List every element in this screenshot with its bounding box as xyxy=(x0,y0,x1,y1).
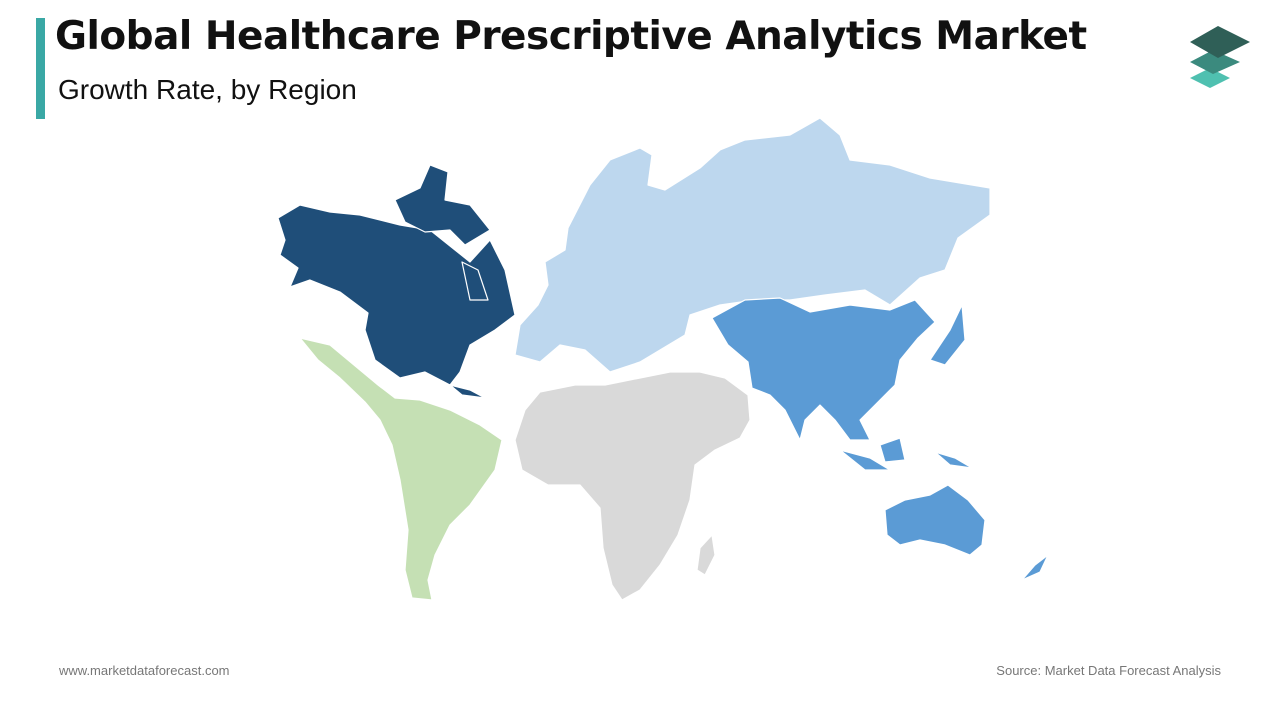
website: www.marketdataforecast.com xyxy=(59,663,230,678)
europe-russia xyxy=(514,117,991,373)
logo xyxy=(1190,26,1250,88)
subtitle: Growth Rate, by Region xyxy=(58,74,357,105)
north-america xyxy=(277,164,516,399)
title: Global Healthcare Prescriptive Analytics… xyxy=(55,14,1087,59)
accent-bar xyxy=(36,18,45,119)
source: Source: Market Data Forecast Analysis xyxy=(996,663,1221,678)
middle-east-africa xyxy=(514,371,751,601)
asia-pacific xyxy=(711,297,1049,581)
latin-america xyxy=(299,337,503,601)
